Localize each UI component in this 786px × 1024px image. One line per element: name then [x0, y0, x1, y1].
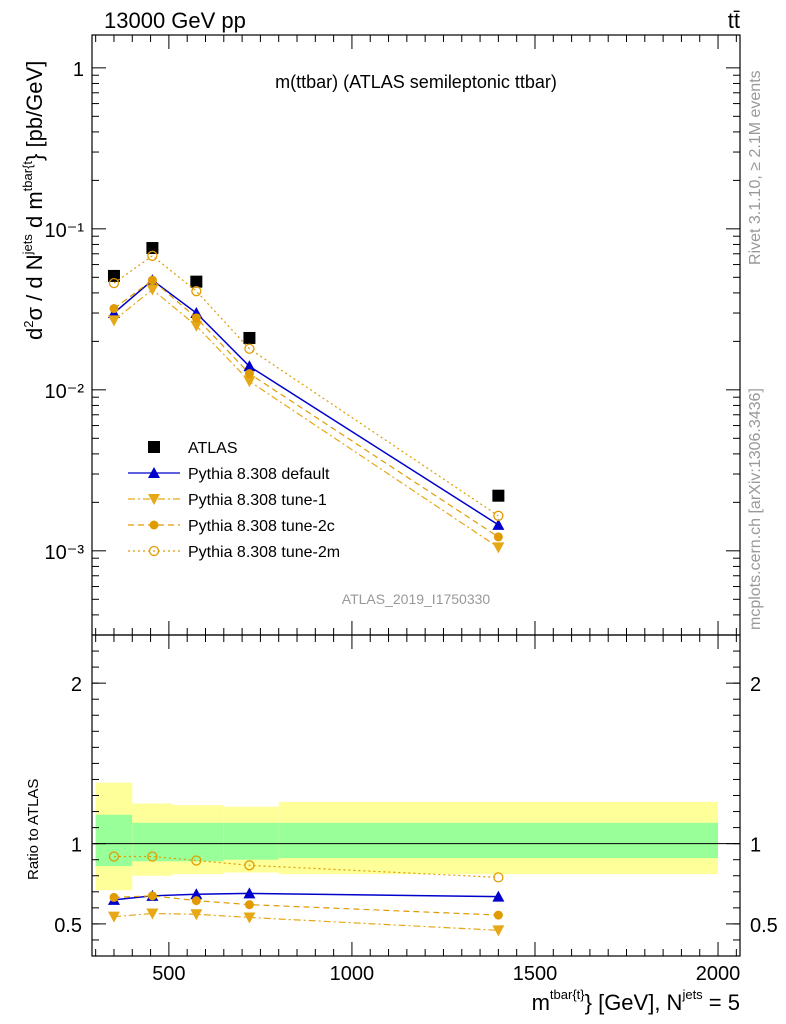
main-data-point	[493, 532, 503, 542]
ratio-data-point	[109, 892, 119, 902]
mcplots-label: mcplots.cern.ch [arXiv:1306.3436]	[747, 388, 764, 630]
main-axes: 1 10⁻¹ 10⁻² 10⁻³	[45, 35, 740, 956]
legend-label: Pythia 8.308 tune-2m	[188, 544, 340, 561]
legend-marker	[148, 545, 160, 557]
legend-label: Pythia 8.308 tune-2c	[188, 518, 335, 535]
inner-band	[132, 822, 173, 862]
x-axis-label: mtbar{t}} [GeV], Njets = 5	[532, 987, 740, 1015]
ratio-data-point	[191, 896, 201, 906]
y-axis-label: d2σ / d Njets d mtbar{t} [pb/GeV]	[20, 61, 47, 340]
ratio-y-tick-label: 2	[71, 674, 82, 696]
legend-marker	[148, 494, 160, 505]
main-data-point	[493, 510, 504, 521]
ratio-data-point	[107, 911, 120, 923]
ratio-data-point	[243, 912, 256, 924]
main-data-point	[244, 369, 254, 379]
legend-marker	[149, 520, 159, 530]
ratio-data-point	[243, 887, 256, 899]
x-tick-label: 1500	[513, 963, 558, 985]
chart-title: m(ttbar) (ATLAS semileptonic ttbar)	[275, 72, 557, 92]
y-tick-label: 10⁻²	[45, 381, 85, 403]
legend-label: ATLAS	[188, 440, 238, 457]
ratio-series-line	[113, 895, 499, 916]
svg-text:d2σ / d Njets d mtbar{t} [pb: d2σ / d Njets d mtbar{t} [pb/GeV]	[20, 61, 47, 340]
channel-label: tt̄	[728, 8, 740, 33]
main-data-point	[243, 360, 256, 372]
ratio-data-point	[492, 890, 505, 902]
main-data-point	[107, 315, 120, 327]
ratio-series-line	[113, 855, 499, 878]
ratio-data-point	[190, 909, 203, 921]
main-data-point	[146, 284, 159, 296]
main-series-line	[113, 279, 499, 526]
ratio-panel: 0.5 0.5 1 1 2 2 500 1000 1500 2000 Ratio to ATLAS…	[25, 634, 778, 1015]
main-data-point	[191, 313, 201, 323]
inner-band	[223, 822, 279, 860]
main-data-point	[191, 286, 202, 297]
legend-label: Pythia 8.308 tune-1	[188, 492, 327, 509]
legend: ATLAS Pythia 8.308 default Pythia 8.308 tu…	[128, 440, 340, 561]
main-data-point	[492, 489, 505, 502]
main-panel: 1 10⁻¹ 10⁻² 10⁻³ m(ttbar) (ATLAS semilepton…	[20, 34, 741, 956]
inner-band	[95, 814, 133, 867]
x-tick-label: 500	[152, 963, 185, 985]
y-tick-label: 10⁻¹	[45, 220, 85, 242]
process-label: 13000 GeV pp	[104, 8, 246, 33]
ratio-data-point	[493, 910, 503, 920]
main-data-point	[244, 343, 255, 354]
inner-band	[278, 822, 719, 859]
ratio-data-point	[493, 872, 504, 883]
ratio-series-line	[113, 912, 499, 931]
ratio-frame	[91, 634, 741, 957]
ratio-data-point	[147, 851, 158, 862]
main-series-line	[113, 255, 499, 517]
main-data-point	[109, 304, 119, 314]
main-data-point	[243, 376, 256, 388]
legend-marker	[148, 441, 160, 453]
main-series-layer	[107, 242, 505, 554]
y-tick-label: 10⁻³	[45, 542, 85, 564]
ratio-data-point	[492, 925, 505, 937]
ratio-y-tick-label: 1	[71, 835, 82, 857]
ratio-y-tick-label-right: 2	[750, 674, 761, 696]
x-tick-label: 2000	[696, 963, 741, 985]
inner-band	[172, 822, 224, 862]
svg-text:mtbar{t}} [GeV], Njets = 5: mtbar{t}} [GeV], Njets = 5	[532, 987, 740, 1015]
legend-marker	[148, 467, 160, 478]
ratio-axes: 0.5 0.5 1 1 2 2 500 1000 1500 2000	[54, 650, 778, 985]
x-tick-label: 1000	[330, 963, 375, 985]
ratio-y-tick-label-right: 1	[750, 835, 761, 857]
ratio-y-tick-label-right: 0.5	[750, 915, 778, 937]
ratio-data-point	[244, 860, 255, 871]
ratio-data-point	[146, 908, 159, 920]
rivet-label: Rivet 3.1.10, ≥ 2.1M events	[747, 70, 764, 265]
ratio-y-tick-label: 0.5	[54, 915, 82, 937]
uncertainty-bands	[95, 782, 719, 891]
main-data-point	[492, 518, 505, 530]
main-data-point	[147, 275, 157, 285]
ratio-data-point	[244, 900, 254, 910]
main-data-point	[146, 242, 159, 255]
ratio-data-point	[147, 891, 157, 901]
ratio-y-axis-label: Ratio to ATLAS	[25, 779, 42, 880]
legend-label: Pythia 8.308 default	[188, 466, 330, 483]
ratio-data-point	[191, 855, 202, 866]
main-data-point	[147, 250, 158, 261]
ratio-series-line	[113, 892, 499, 901]
ratio-data-point	[190, 888, 203, 900]
main-data-point	[107, 269, 120, 282]
main-data-point	[190, 275, 203, 288]
ratio-data-point	[108, 851, 120, 862]
ratio-series-layer	[107, 851, 505, 937]
y-tick-label: 1	[73, 59, 84, 81]
main-data-point	[492, 542, 505, 554]
main-data-point	[190, 320, 203, 332]
main-data-point	[108, 277, 120, 289]
main-data-point	[243, 331, 256, 344]
analysis-watermark: ATLAS_2019_I1750330	[342, 591, 491, 607]
